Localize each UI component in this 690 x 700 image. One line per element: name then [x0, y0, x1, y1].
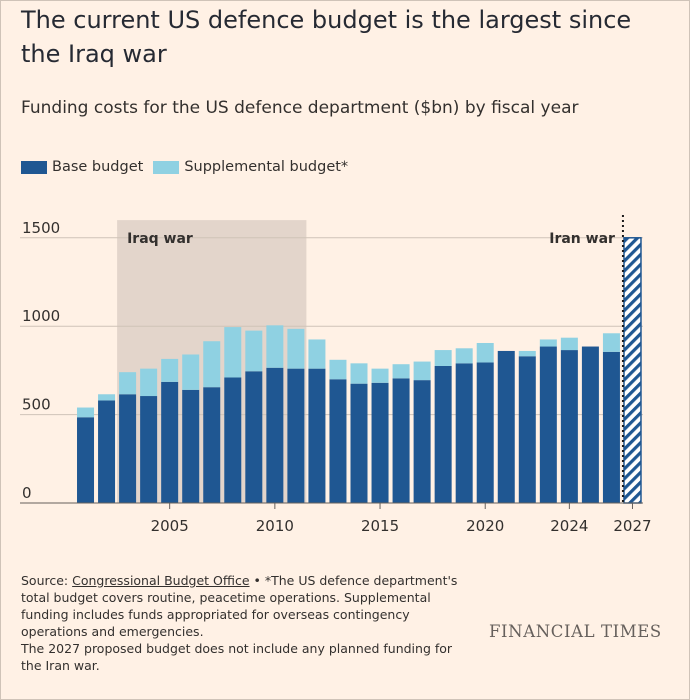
supplemental-budget-bar-2003 — [119, 372, 137, 395]
axes: 0 500 1000 1500 2005 2010 2015 2020 2024 2027 — [20, 219, 652, 535]
legend-label-base: Base budget — [52, 159, 144, 175]
supplemental-budget-bar-2022 — [518, 350, 536, 357]
y-tick-label: 0 — [22, 484, 32, 502]
base-budget-bar-2022 — [518, 356, 536, 503]
supplemental-budget-bar-2019 — [455, 348, 473, 364]
source-note-line-5: The 2027 proposed budget does not includ… — [21, 641, 453, 656]
base-budget-bar-2020 — [476, 362, 494, 503]
legend-item-base: Base budget — [21, 159, 143, 175]
supplemental-budget-bar-2015 — [371, 368, 389, 383]
supplemental-budget-bar-2012 — [308, 339, 326, 369]
supplemental-budget-bar-2002 — [98, 394, 116, 401]
base-budget-bar-2009 — [245, 371, 263, 503]
supplemental-budget-bar-2018 — [434, 350, 452, 366]
source-prefix: Source: — [21, 573, 73, 588]
source-note: Source: Congressional Budget Office • *T… — [21, 572, 481, 674]
y-tick-label: 1000 — [22, 307, 60, 325]
base-budget-bar-2016 — [392, 378, 410, 503]
x-tick-label: 2010 — [256, 517, 294, 535]
supplemental-budget-bar-2005 — [161, 358, 179, 382]
base-budget-bar-2018 — [434, 365, 452, 503]
base-budget-bar-2023 — [539, 346, 557, 503]
base-budget-bar-2010 — [266, 367, 284, 503]
y-tick-label: 1500 — [22, 219, 60, 237]
x-tick-label: 2027 — [613, 517, 651, 535]
bars — [77, 237, 642, 504]
x-tick-label: 2015 — [361, 517, 399, 535]
supplemental-budget-bar-2004 — [140, 368, 158, 397]
legend-swatch-supplemental — [153, 160, 180, 174]
iraq-war-label: Iraq war — [127, 231, 193, 247]
base-budget-bar-2011 — [287, 368, 305, 503]
source-note-line-4: operations and emergencies. — [21, 624, 204, 639]
source-note-line-1: *The US defence department's — [264, 573, 458, 588]
supplemental-budget-bar-2009 — [245, 330, 263, 372]
chart-subtitle: Funding costs for the US defence departm… — [21, 98, 579, 118]
supplemental-budget-bar-2011 — [287, 328, 305, 369]
base-budget-bar-2013 — [329, 379, 347, 503]
base-budget-bar-2001 — [77, 417, 95, 503]
base-budget-bar-2003 — [119, 394, 137, 503]
ft-logo: FINANCIAL TIMES — [489, 622, 662, 641]
supplemental-budget-bar-2014 — [350, 363, 368, 384]
supplemental-budget-bar-2007 — [203, 341, 221, 388]
source-note-line-6: the Iran war. — [21, 658, 100, 673]
supplemental-budget-bar-2017 — [413, 361, 431, 381]
base-budget-bar-2019 — [455, 363, 473, 503]
y-tick-label: 500 — [22, 396, 51, 414]
annotations: Iraq war Iran war — [127, 215, 624, 503]
supplemental-budget-bar-2020 — [476, 342, 494, 363]
legend-label-supplemental: Supplemental budget* — [184, 159, 349, 175]
supplemental-budget-bar-2001 — [77, 407, 95, 418]
supplemental-budget-bar-2013 — [329, 359, 347, 380]
x-tick-label: 2005 — [151, 517, 189, 535]
supplemental-budget-bar-2010 — [266, 325, 284, 368]
source-note-line-2: total budget covers routine, peacetime o… — [21, 590, 431, 605]
base-budget-bar-2027 — [623, 237, 642, 504]
base-budget-bar-2012 — [308, 368, 326, 503]
legend: Base budget Supplemental budget* — [21, 156, 358, 178]
x-tick-label: 2024 — [550, 517, 588, 535]
x-tick-label: 2020 — [466, 517, 504, 535]
bar-chart: Iraq war Iran war 0 500 1000 1500 2005 2010 201… — [20, 215, 652, 535]
iran-war-label: Iran war — [549, 231, 615, 247]
base-budget-bar-2026 — [602, 351, 620, 503]
supplemental-budget-bar-2024 — [560, 337, 578, 351]
base-budget-bar-2015 — [371, 382, 389, 503]
base-budget-bar-2005 — [161, 381, 179, 503]
supplemental-budget-bar-2006 — [182, 354, 200, 390]
base-budget-bar-2014 — [350, 383, 368, 503]
base-budget-bar-2008 — [224, 377, 242, 503]
legend-item-supplemental: Supplemental budget* — [153, 159, 348, 175]
base-budget-bar-2017 — [413, 380, 431, 503]
base-budget-bar-2007 — [203, 387, 221, 503]
source-link[interactable]: Congressional Budget Office — [72, 573, 250, 588]
chart-title: The current US defence budget is the lar… — [21, 6, 632, 68]
source-note-line-3: funding includes funds appropriated for … — [21, 607, 410, 622]
base-budget-bar-2021 — [497, 350, 515, 503]
base-budget-bar-2004 — [140, 396, 158, 503]
supplemental-budget-bar-2008 — [224, 327, 242, 378]
base-budget-bar-2006 — [182, 389, 200, 503]
base-budget-bar-2024 — [560, 350, 578, 503]
base-budget-bar-2025 — [581, 346, 599, 503]
supplemental-budget-bar-2023 — [539, 339, 557, 347]
supplemental-budget-bar-2026 — [602, 333, 620, 352]
legend-swatch-base — [21, 160, 47, 174]
base-budget-bar-2002 — [98, 400, 116, 503]
supplemental-budget-bar-2016 — [392, 364, 410, 379]
source-bullet: • — [249, 573, 265, 588]
